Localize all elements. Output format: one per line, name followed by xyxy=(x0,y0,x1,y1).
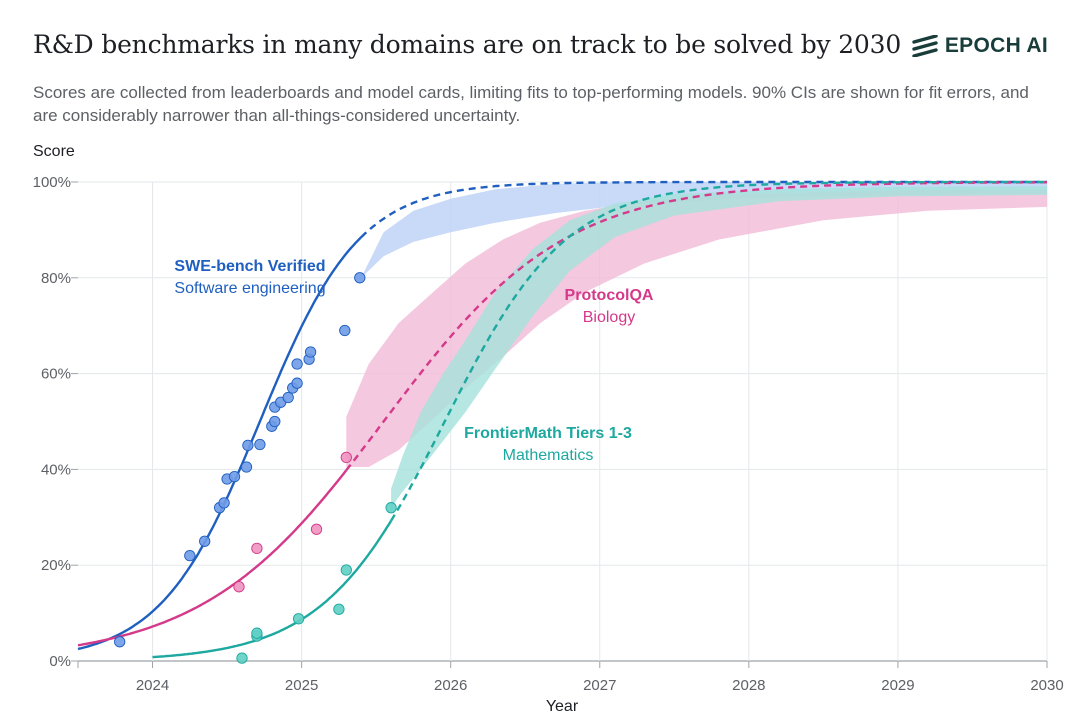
x-tick-label: 2026 xyxy=(434,677,467,694)
fit-line-fm xyxy=(152,520,393,659)
data-point-pqa xyxy=(233,581,245,593)
x-tick-label: 2029 xyxy=(881,677,914,694)
data-point-swe xyxy=(184,549,196,562)
series-sublabel-swe: Software engineering xyxy=(174,280,325,297)
series-sublabel-pqa: Biology xyxy=(583,309,635,326)
data-point-pqa xyxy=(251,542,263,555)
data-point-fm xyxy=(333,603,345,615)
data-point-swe xyxy=(114,636,126,648)
series-label-pqa: ProtocolQA xyxy=(565,287,654,304)
data-points xyxy=(114,272,397,664)
x-tick-label: 2028 xyxy=(732,677,765,694)
projection-line-swe xyxy=(360,180,1047,238)
tick-labels: 0% 20% 40% 60% 80% 100% 2024 2025 2026 2027 2028 20… xyxy=(33,174,1064,694)
epoch-logo-icon xyxy=(912,35,938,57)
data-point-swe xyxy=(269,415,281,428)
x-axis-title: Year xyxy=(546,698,579,715)
series-label-swe: SWE-bench Verified xyxy=(174,258,325,275)
fit-lines xyxy=(77,180,1047,659)
confidence-band-swe xyxy=(361,182,1047,278)
data-point-swe xyxy=(240,461,253,473)
data-point-swe xyxy=(291,377,303,389)
data-point-swe xyxy=(282,391,294,404)
data-point-fm xyxy=(385,502,397,514)
confidence-bands xyxy=(346,182,1048,508)
x-tick-label: 2030 xyxy=(1030,677,1063,694)
data-point-fm xyxy=(340,564,352,576)
x-tick-label: 2025 xyxy=(285,677,318,694)
data-point-fm xyxy=(251,627,263,639)
data-point-swe xyxy=(304,346,317,358)
data-point-swe xyxy=(291,358,303,370)
data-point-swe xyxy=(218,497,230,509)
y-tick-label: 40% xyxy=(41,461,71,478)
y-tick-label: 100% xyxy=(33,174,71,191)
projection-line-fm xyxy=(390,180,1047,522)
projection-line-pqa xyxy=(345,181,1047,471)
data-point-swe xyxy=(339,324,351,337)
fit-line-swe xyxy=(77,236,363,651)
data-point-swe xyxy=(354,272,366,284)
chart-title: R&D benchmarks in many domains are on tr… xyxy=(33,30,902,59)
y-tick-label: 20% xyxy=(41,557,71,574)
data-point-swe xyxy=(254,438,266,451)
data-point-fm xyxy=(292,613,305,625)
epoch-ai-logo[interactable]: EPOCH AI xyxy=(912,34,1048,58)
data-point-pqa xyxy=(340,451,352,464)
x-tick-label: 2024 xyxy=(136,677,169,694)
chart-subtitle: Scores are collected from leaderboards a… xyxy=(33,83,1029,125)
fit-line-pqa xyxy=(77,469,348,647)
series-label-fm: FrontierMath Tiers 1-3 xyxy=(464,425,632,442)
data-point-swe xyxy=(199,535,211,547)
confidence-band-fm xyxy=(391,186,1048,508)
y-tick-label: 0% xyxy=(49,653,71,670)
logo-text: EPOCH AI xyxy=(944,34,1048,57)
data-point-pqa xyxy=(310,523,323,535)
y-tick-label: 80% xyxy=(41,270,71,287)
series-labels: SWE-bench Verified Software engineering … xyxy=(174,258,654,464)
data-point-swe xyxy=(242,439,254,452)
y-tick-label: 60% xyxy=(41,366,71,383)
confidence-band-pqa xyxy=(346,189,1047,467)
data-point-swe xyxy=(228,470,241,483)
y-axis-title: Score xyxy=(33,143,75,160)
data-point-fm xyxy=(236,652,248,664)
x-tick-label: 2027 xyxy=(583,677,616,694)
series-sublabel-fm: Mathematics xyxy=(503,447,594,464)
